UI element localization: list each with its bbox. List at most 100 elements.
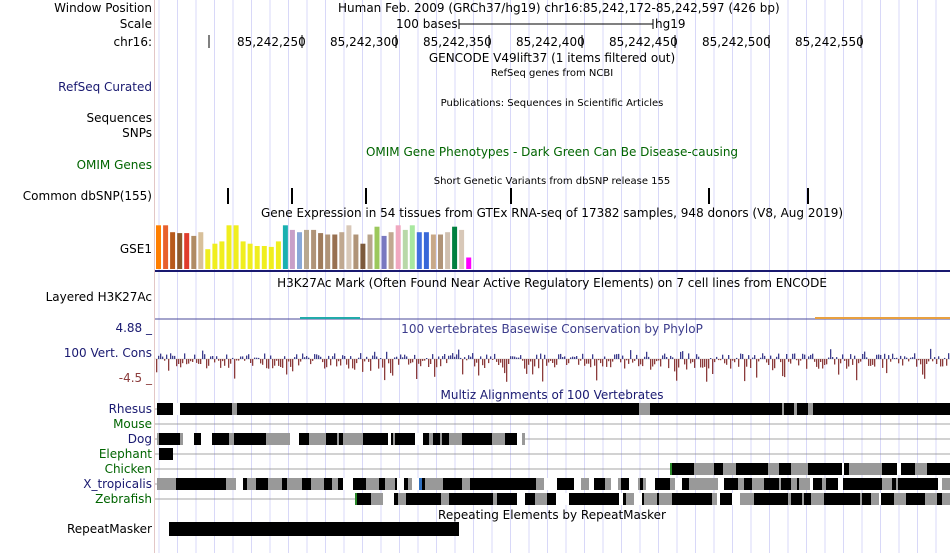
conservation-bar — [790, 359, 792, 364]
conservation-bar — [670, 355, 672, 359]
alignment-block — [871, 463, 882, 475]
gtex-bar — [346, 225, 352, 269]
conservation-bar — [294, 357, 296, 359]
alignment-block — [454, 478, 462, 490]
alignment-block — [866, 403, 874, 415]
gtex-track-label[interactable]: GSE1 — [119, 242, 152, 256]
alignment-block — [644, 493, 657, 505]
conservation-bar — [488, 359, 490, 364]
alignment-marker — [419, 478, 422, 490]
alignment-block — [412, 478, 422, 490]
conservation-bar — [824, 359, 826, 365]
alignment-block — [750, 403, 755, 415]
h3k27ac-track-label[interactable]: Layered H3K27Ac — [45, 290, 152, 304]
conservation-bar — [584, 359, 586, 366]
gtex-bar — [177, 233, 183, 269]
conservation-bar — [502, 359, 504, 368]
alignment-block — [938, 478, 942, 490]
alignment-block — [593, 403, 596, 415]
species-label-chicken[interactable]: Chicken — [104, 462, 152, 476]
species-label-rhesus[interactable]: Rhesus — [108, 402, 152, 416]
conservation-bar — [666, 357, 668, 359]
alignment-block — [642, 493, 644, 505]
alignment-block — [183, 433, 194, 445]
conservation-bar — [568, 359, 570, 364]
conservation-bar — [464, 357, 466, 359]
alignment-block — [611, 478, 618, 490]
conservation-bar — [358, 357, 360, 359]
conservation-bar — [752, 357, 754, 359]
gtex-bar — [226, 225, 232, 269]
conservation-bar — [794, 353, 796, 359]
alignment-block — [830, 493, 839, 505]
conservation-bar — [942, 359, 944, 367]
alignment-block — [912, 478, 917, 490]
conservation-bar — [498, 359, 500, 365]
species-label-mouse[interactable]: Mouse — [113, 417, 152, 431]
alignment-block — [710, 493, 712, 505]
omim-track-label[interactable]: OMIM Genes — [76, 158, 152, 172]
alignment-block — [441, 493, 449, 505]
conservation-bar — [598, 359, 600, 361]
conservation-track-label[interactable]: 100 Vert. Cons — [63, 346, 152, 360]
conservation-bar — [740, 353, 742, 359]
species-label-zebrafish[interactable]: Zebrafish — [95, 492, 152, 506]
alignment-block — [751, 493, 754, 505]
gtex-bar — [466, 257, 472, 269]
species-label-elephant[interactable]: Elephant — [98, 447, 152, 461]
repeatmasker-track-label[interactable]: RepeatMasker — [66, 522, 152, 536]
alignment-block — [669, 403, 682, 415]
conservation-bar — [746, 359, 748, 367]
conservation-bar — [622, 355, 624, 359]
alignment-block — [394, 493, 398, 505]
species-label-x-tropicalis[interactable]: X_tropicalis — [83, 477, 152, 491]
gtex-bar — [360, 243, 366, 269]
alignment-block — [764, 478, 768, 490]
gtex-bar — [332, 234, 338, 269]
conservation-bar — [326, 359, 328, 368]
alignment-block — [343, 478, 353, 490]
alignment-block — [747, 403, 750, 415]
alignment-block — [844, 403, 847, 415]
species-label-dog[interactable]: Dog — [127, 432, 152, 446]
snps-track-label[interactable]: SNPs — [122, 126, 152, 140]
conservation-bar — [660, 359, 662, 367]
alignment-block — [858, 478, 864, 490]
conservation-bar — [924, 359, 926, 379]
gtex-bar — [205, 249, 211, 269]
alignment-block — [626, 403, 628, 415]
dbsnp-track-label[interactable]: Common dbSNP(155) — [22, 189, 152, 203]
alignment-block — [797, 478, 799, 490]
conservation-bar — [316, 354, 318, 359]
alignment-block — [848, 478, 858, 490]
alignment-block — [941, 403, 950, 415]
alignment-block — [237, 403, 239, 415]
ruler-tick-label: 85,242,250 — [237, 35, 306, 49]
alignment-block — [393, 433, 395, 445]
conservation-bar — [694, 359, 696, 368]
sequences-track-label[interactable]: Sequences — [86, 111, 152, 125]
alignment-block — [379, 478, 381, 490]
alignment-block — [868, 463, 871, 475]
gtex-bar — [402, 229, 408, 269]
alignment-block — [928, 478, 935, 490]
conservation-bar — [304, 357, 306, 359]
alignment-block — [287, 478, 296, 490]
scale-label: Scale — [119, 17, 152, 31]
conservation-bar — [462, 359, 464, 375]
gtex-bar — [304, 229, 309, 269]
conservation-bar — [308, 357, 310, 359]
alignment-block — [374, 433, 381, 445]
alignment-block — [391, 433, 393, 445]
refseq-track-label[interactable]: RefSeq Curated — [58, 80, 152, 94]
alignment-block — [836, 478, 838, 490]
alignment-block — [906, 463, 915, 475]
alignment-block — [193, 403, 204, 415]
conservation-bar — [466, 359, 468, 361]
conservation-bar — [914, 353, 916, 359]
conservation-bar — [380, 358, 382, 359]
alignment-block — [567, 403, 572, 415]
alignment-block — [469, 493, 476, 505]
alignment-block — [503, 493, 514, 505]
conservation-bar — [208, 359, 210, 366]
